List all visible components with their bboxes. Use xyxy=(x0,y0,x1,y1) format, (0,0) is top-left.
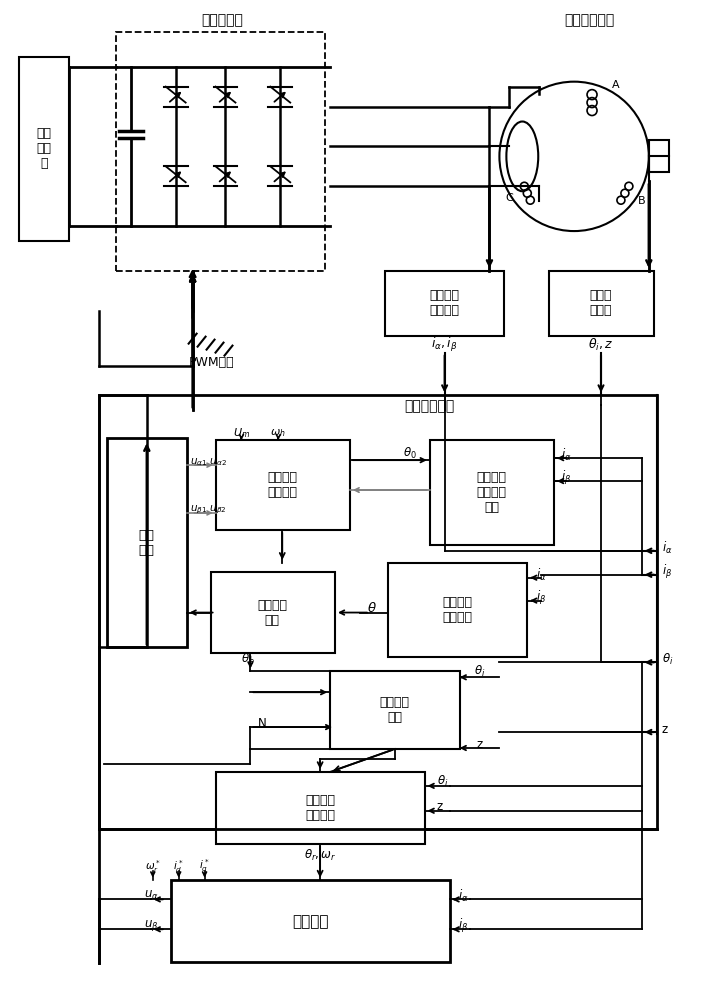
Text: $i_\beta$: $i_\beta$ xyxy=(662,563,672,581)
Text: $u_{\alpha1}\ u_{\alpha2}$: $u_{\alpha1}\ u_{\alpha2}$ xyxy=(190,456,226,468)
Text: $i_\alpha$: $i_\alpha$ xyxy=(458,888,468,904)
Text: $u_\beta$: $u_\beta$ xyxy=(144,918,158,933)
Text: 转子定位
模块: 转子定位 模块 xyxy=(257,599,287,627)
Text: $\theta_0$: $\theta_0$ xyxy=(403,446,416,461)
Bar xyxy=(330,671,460,749)
Text: 转子位置
初步检测
模块: 转子位置 初步检测 模块 xyxy=(477,471,506,514)
Text: $\theta_r, \omega_r$: $\theta_r, \omega_r$ xyxy=(304,848,336,863)
Bar xyxy=(649,140,669,172)
Text: $i_d^*$: $i_d^*$ xyxy=(173,858,184,875)
Text: $\omega_r^*$: $\omega_r^*$ xyxy=(145,858,161,875)
Text: B: B xyxy=(638,196,646,206)
Text: $\theta_i$: $\theta_i$ xyxy=(662,652,673,667)
Text: 初始指令
发生模块: 初始指令 发生模块 xyxy=(267,471,297,499)
Text: $\theta_i, z$: $\theta_i, z$ xyxy=(588,337,614,353)
Text: $i_\beta$: $i_\beta$ xyxy=(536,589,546,607)
Text: $i_\alpha, i_\beta$: $i_\alpha, i_\beta$ xyxy=(431,336,458,354)
Text: $\omega_h$: $\omega_h$ xyxy=(271,427,286,439)
Bar xyxy=(549,271,654,336)
Text: 三相逆变器: 三相逆变器 xyxy=(202,13,243,27)
Text: 定子电流
采集单元: 定子电流 采集单元 xyxy=(430,289,460,317)
Text: z: z xyxy=(662,723,668,736)
Text: $U_m$: $U_m$ xyxy=(233,426,250,440)
Bar xyxy=(116,32,325,271)
Text: 零位检测单元: 零位检测单元 xyxy=(404,399,455,413)
Text: z: z xyxy=(437,800,443,813)
Text: N: N xyxy=(258,717,266,730)
Bar xyxy=(99,395,657,829)
Text: 零位补偿
模块: 零位补偿 模块 xyxy=(380,696,410,724)
Bar xyxy=(215,772,425,844)
Bar xyxy=(210,572,335,653)
Text: $\theta_i$: $\theta_i$ xyxy=(437,774,448,789)
Text: $\theta_i$: $\theta_i$ xyxy=(474,664,485,679)
Text: PWM信号: PWM信号 xyxy=(189,356,234,369)
Text: 增量式
编码器: 增量式 编码器 xyxy=(590,289,612,317)
Text: 磁极位置
辨识模块: 磁极位置 辨识模块 xyxy=(442,596,472,624)
Text: $i_\alpha$: $i_\alpha$ xyxy=(662,540,672,556)
Bar xyxy=(385,271,505,336)
Text: $\theta$: $\theta$ xyxy=(367,601,377,615)
Bar xyxy=(430,440,554,545)
Text: A: A xyxy=(612,80,620,90)
Text: $i_\beta$: $i_\beta$ xyxy=(561,469,571,487)
Text: 直流
电压
源: 直流 电压 源 xyxy=(36,127,52,170)
Bar xyxy=(107,438,186,647)
Bar xyxy=(20,57,69,241)
Text: $\theta_e$: $\theta_e$ xyxy=(241,652,255,667)
Text: z: z xyxy=(477,738,482,751)
Text: $u_\alpha$: $u_\alpha$ xyxy=(144,889,158,902)
Text: 控制单元: 控制单元 xyxy=(292,914,328,929)
Bar xyxy=(171,880,449,962)
Text: C: C xyxy=(505,193,513,203)
Bar xyxy=(215,440,350,530)
Text: 调制
单元: 调制 单元 xyxy=(139,529,155,557)
Bar xyxy=(388,563,527,657)
Text: $i_\alpha$: $i_\alpha$ xyxy=(536,567,547,583)
Text: $u_{\beta1}\ u_{\beta2}$: $u_{\beta1}\ u_{\beta2}$ xyxy=(190,504,226,516)
Text: 转子信息
计算单元: 转子信息 计算单元 xyxy=(305,794,335,822)
Text: $i_\beta$: $i_\beta$ xyxy=(458,917,468,935)
Text: $i_\alpha$: $i_\alpha$ xyxy=(561,447,571,463)
Text: $i_q^*$: $i_q^*$ xyxy=(199,858,210,875)
Text: 永磁同步电机: 永磁同步电机 xyxy=(564,13,614,27)
